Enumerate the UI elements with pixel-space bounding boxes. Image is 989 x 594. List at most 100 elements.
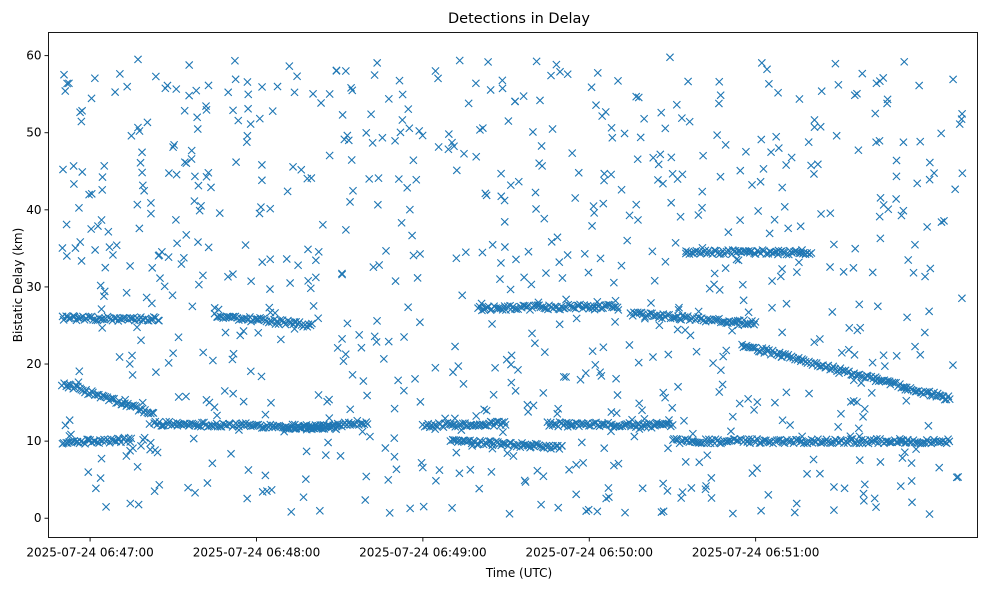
data-point [813, 160, 822, 169]
data-point [648, 247, 657, 256]
data-point [399, 386, 408, 395]
data-point [500, 243, 509, 252]
data-point [584, 421, 593, 430]
data-point [778, 183, 787, 192]
data-point [523, 400, 532, 409]
data-point [674, 305, 683, 314]
data-point [741, 147, 750, 156]
data-point [73, 313, 82, 322]
data-point [506, 181, 515, 190]
data-point [273, 421, 282, 430]
data-point [97, 215, 106, 224]
data-point [745, 248, 754, 257]
data-point [540, 348, 549, 357]
data-point [505, 509, 514, 518]
data-point [102, 502, 111, 511]
data-point [836, 409, 845, 418]
data-point [197, 201, 206, 210]
data-point [122, 452, 131, 460]
data-point [907, 476, 916, 485]
data-point [204, 168, 213, 177]
data-point [784, 224, 793, 233]
data-point [855, 456, 864, 465]
data-point [244, 104, 253, 113]
data-point [146, 209, 155, 218]
data-point [190, 197, 199, 206]
data-point [238, 419, 247, 428]
data-point [267, 485, 276, 494]
data-point [112, 241, 121, 250]
data-point [261, 471, 270, 480]
data-point [896, 482, 905, 491]
data-point [870, 494, 879, 503]
data-point [297, 165, 306, 174]
data-point [659, 507, 668, 516]
data-point [782, 299, 791, 308]
data-point [665, 53, 674, 62]
data-point [372, 337, 381, 346]
data-point [64, 314, 73, 323]
data-point [668, 313, 677, 322]
data-point [672, 100, 681, 109]
data-point [510, 97, 519, 106]
data-point [798, 432, 807, 441]
data-point [845, 323, 854, 332]
data-point [307, 319, 316, 328]
data-point [204, 81, 213, 90]
data-point [133, 323, 142, 332]
data-point [77, 437, 86, 446]
data-point [146, 438, 155, 447]
data-point [593, 68, 602, 77]
data-point [724, 228, 733, 237]
data-point [872, 503, 881, 512]
data-point [678, 488, 687, 497]
data-point [187, 146, 196, 155]
data-point [895, 437, 904, 446]
data-point [829, 240, 838, 249]
data-point [419, 502, 428, 511]
data-point [563, 251, 572, 260]
data-point [314, 247, 323, 256]
data-point [74, 378, 83, 387]
data-point [343, 319, 352, 328]
data-point [480, 405, 489, 414]
data-point [872, 434, 881, 443]
data-point [886, 438, 895, 447]
data-point [90, 74, 99, 83]
data-point [859, 412, 868, 421]
data-point [635, 399, 644, 408]
data-point [520, 301, 529, 310]
data-point [227, 449, 236, 458]
data-point [796, 222, 805, 231]
data-point [750, 405, 759, 414]
data-point [413, 273, 422, 282]
data-point [247, 277, 256, 286]
data-point [736, 166, 745, 175]
x-tick-label: 2025-07-24 06:48:00 [193, 546, 320, 560]
data-point [716, 366, 725, 375]
data-point [98, 173, 107, 182]
data-point [621, 508, 630, 517]
data-point [598, 112, 607, 121]
data-point [452, 166, 461, 175]
data-point [133, 123, 142, 132]
data-point [459, 379, 468, 388]
data-point [735, 399, 744, 408]
data-point [634, 93, 643, 102]
data-point [266, 255, 275, 264]
data-point [257, 372, 266, 381]
data-point [431, 67, 440, 76]
data-point [640, 414, 649, 423]
data-point [667, 198, 676, 207]
data-point [466, 465, 475, 474]
data-point [134, 55, 142, 64]
data-point [899, 138, 908, 147]
data-point [829, 506, 838, 515]
data-point [652, 418, 661, 427]
data-point [527, 280, 536, 289]
data-point [757, 506, 766, 515]
data-point [232, 158, 241, 167]
data-point [373, 200, 382, 209]
data-point [782, 161, 791, 169]
data-point [149, 409, 158, 418]
